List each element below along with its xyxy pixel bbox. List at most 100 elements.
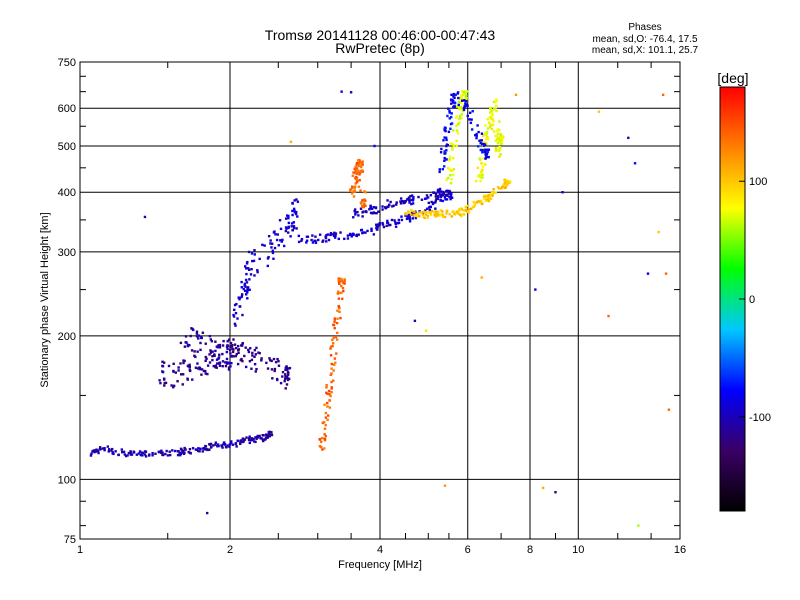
data-point — [293, 199, 296, 202]
data-point — [235, 445, 238, 448]
data-point — [246, 291, 249, 294]
data-point — [197, 449, 200, 453]
data-point — [389, 200, 392, 204]
data-point — [252, 440, 256, 443]
data-point — [482, 147, 485, 150]
data-point — [410, 208, 413, 212]
data-point — [355, 172, 359, 175]
data-point — [200, 368, 204, 371]
data-point — [394, 221, 397, 224]
data-point — [338, 310, 341, 314]
data-point — [226, 340, 229, 343]
data-point — [195, 330, 199, 333]
data-point — [489, 123, 492, 126]
data-point — [464, 208, 468, 212]
data-point — [243, 265, 247, 268]
data-point — [250, 267, 253, 271]
data-point — [281, 375, 284, 378]
data-point — [476, 166, 480, 170]
data-point — [434, 192, 438, 196]
data-point — [484, 150, 487, 154]
data-point — [148, 453, 151, 456]
data-point — [138, 450, 142, 453]
data-point — [326, 414, 330, 417]
data-point — [329, 345, 333, 348]
data-point — [306, 235, 310, 238]
data-point — [375, 226, 378, 230]
data-point — [234, 346, 238, 350]
data-point — [369, 211, 373, 215]
data-point — [503, 186, 507, 189]
data-point — [253, 249, 256, 252]
data-points — [89, 90, 671, 527]
data-point — [97, 451, 100, 455]
data-point — [165, 449, 168, 453]
data-point — [450, 196, 454, 199]
data-point — [188, 451, 192, 455]
data-point — [247, 267, 250, 270]
data-point — [376, 225, 379, 229]
data-point — [412, 213, 416, 217]
data-point — [448, 159, 451, 162]
stats-line-o: mean, sd,O: -76.4, 17.5 — [592, 34, 697, 45]
data-point — [199, 341, 202, 345]
data-point — [422, 213, 425, 216]
data-point — [208, 353, 211, 356]
data-point — [488, 115, 492, 119]
data-point — [470, 128, 474, 131]
data-point — [358, 160, 361, 164]
data-point — [311, 241, 315, 244]
data-point — [439, 190, 443, 193]
data-point — [351, 186, 354, 189]
data-point — [238, 305, 241, 308]
data-point — [449, 127, 452, 130]
data-point — [296, 200, 300, 203]
data-point — [402, 201, 405, 205]
data-point — [326, 418, 329, 421]
data-point — [413, 319, 417, 323]
data-point — [328, 406, 332, 409]
data-point — [370, 229, 373, 233]
colorbar-tick-label: -100 — [749, 412, 771, 424]
data-point — [486, 195, 489, 198]
data-point — [246, 287, 249, 290]
data-point — [467, 208, 471, 211]
data-point — [445, 149, 448, 152]
data-point — [181, 383, 184, 386]
data-point — [247, 348, 250, 352]
data-point — [214, 340, 217, 343]
data-point — [494, 134, 497, 138]
y-tick-label: 400 — [58, 187, 76, 199]
data-point — [129, 453, 132, 456]
data-point — [231, 350, 235, 354]
y-tick-label: 100 — [58, 474, 76, 486]
data-point — [386, 199, 389, 202]
data-point — [243, 354, 246, 358]
data-point — [186, 344, 190, 348]
data-point — [448, 109, 451, 112]
data-point — [417, 195, 420, 199]
data-point — [426, 216, 429, 220]
data-point — [481, 176, 484, 179]
plot-frame — [79, 61, 681, 540]
data-point — [279, 381, 283, 385]
data-point — [486, 118, 490, 121]
data-point — [139, 453, 142, 457]
data-point — [253, 362, 257, 366]
data-point — [448, 189, 451, 193]
data-point — [200, 373, 203, 376]
data-point — [191, 378, 194, 381]
data-point — [295, 198, 298, 201]
data-point — [162, 378, 166, 381]
data-point — [357, 214, 360, 217]
data-point — [313, 239, 316, 243]
data-point — [422, 210, 426, 213]
data-point — [339, 279, 342, 282]
data-point — [422, 215, 425, 219]
data-point — [285, 383, 289, 386]
data-point — [466, 114, 469, 118]
data-point — [330, 367, 333, 370]
data-point — [179, 341, 183, 345]
data-point — [353, 208, 357, 211]
data-point — [266, 257, 270, 260]
